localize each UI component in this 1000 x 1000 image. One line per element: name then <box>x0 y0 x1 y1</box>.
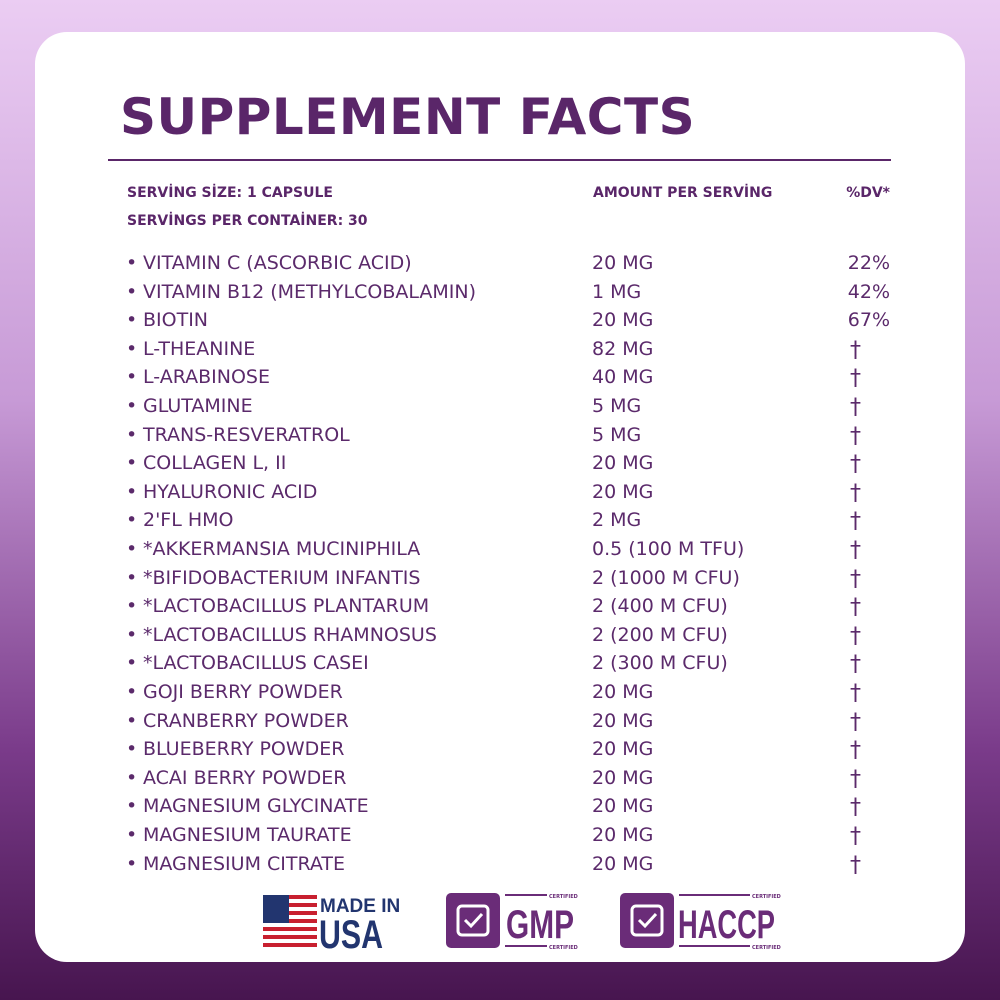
certified: CERTIFIED <box>549 894 578 900</box>
haccp-badge <box>620 893 750 948</box>
amount: 20 MG <box>592 824 654 846</box>
amount: 20 MG <box>592 738 654 761</box>
daily-value: † <box>850 566 861 592</box>
ingredient-name: *LACTOBACILLUS RHAMNOSUS <box>126 625 437 645</box>
gmp: GMP <box>506 903 574 947</box>
daily-value: † <box>850 766 861 792</box>
amount: 5 MG <box>592 395 642 417</box>
daily-value: † <box>850 538 861 563</box>
ingredient-name: ACAI BERRY POWDER <box>126 768 347 788</box>
amount: 20 MG <box>592 309 654 332</box>
haccp: HACCP <box>678 903 775 947</box>
amount: 2 (300 M CFU) <box>592 652 728 675</box>
certified: CERTIFIED <box>549 945 578 951</box>
amount: 20 MG <box>592 795 654 818</box>
daily-value: † <box>850 852 861 878</box>
amount: 2 (200 M CFU) <box>592 623 728 646</box>
certified: CERTIFIED <box>752 894 781 900</box>
amount: 20 MG <box>592 681 654 703</box>
ingredient-name: *AKKERMANSIA MUCINIPHILA <box>126 540 420 560</box>
amount: 20 MG <box>592 709 654 732</box>
amount: 20 MG <box>592 452 654 475</box>
ingredient-name: HYALURONIC ACID <box>126 482 317 502</box>
ingredient-name: MAGNESIUM TAURATE <box>126 826 352 846</box>
gmp-badge <box>446 893 547 948</box>
ingredient-name: BIOTIN <box>126 311 208 331</box>
ingredient-name: L-ARABINOSE <box>126 368 270 388</box>
ingredient-name: *LACTOBACILLUS CASEI <box>126 654 369 674</box>
amount: 40 MG <box>592 366 654 389</box>
daily-value: † <box>850 709 861 735</box>
daily-value: † <box>850 423 861 449</box>
badges: MADE IN USA CERTIFIED GMP CERTIFIED CERT… <box>263 893 781 957</box>
daily-value: † <box>850 623 861 649</box>
ingredient-name: L-THEANINE <box>126 339 255 359</box>
daily-value: † <box>850 480 861 506</box>
certified: CERTIFIED <box>752 945 781 951</box>
amount: 2 MG <box>592 509 642 532</box>
daily-value: 42% <box>847 280 890 303</box>
ingredient-name: VITAMIN B12 (METHYLCOBALAMIN) <box>126 282 476 302</box>
daily-value: † <box>850 595 861 621</box>
ingredient-name: 2'FL HMO <box>126 511 233 531</box>
amount-heading: AMOUNT PER SERVİNG <box>593 185 773 201</box>
amount: 2 (400 M CFU) <box>592 595 728 618</box>
amount: 20 MG <box>592 852 654 875</box>
amount: 20 MG <box>592 252 654 274</box>
facts-card: SUPPLEMENT FACTS SERVİNG SİZE: 1 CAPSULE… <box>35 32 965 962</box>
amount: 1 MG <box>592 280 642 303</box>
ingredient-name: VITAMIN C (ASCORBIC ACID) <box>126 254 412 274</box>
ingredient-name: COLLAGEN L, II <box>126 454 286 474</box>
daily-value: 67% <box>847 309 890 332</box>
daily-value: 22% <box>847 252 890 274</box>
daily-value: † <box>850 509 861 535</box>
usa-flag <box>263 895 317 947</box>
daily-value: † <box>850 795 861 821</box>
daily-value: † <box>850 452 861 478</box>
divider <box>108 159 891 161</box>
daily-value: † <box>850 652 861 678</box>
ingredient-name: BLUEBERRY POWDER <box>126 740 344 760</box>
amount: 2 (1000 M CFU) <box>592 566 740 589</box>
daily-value: † <box>850 738 861 764</box>
ingredient-name: MAGNESIUM CITRATE <box>126 854 345 874</box>
daily-value: † <box>850 824 861 849</box>
ingredient-name: CRANBERRY POWDER <box>126 711 349 731</box>
ingredient-name: MAGNESIUM GLYCINATE <box>126 797 369 817</box>
title: SUPPLEMENT FACTS <box>120 88 696 146</box>
amount: 20 MG <box>592 766 654 789</box>
usa: USA <box>319 913 383 957</box>
amount: 0.5 (100 M TFU) <box>592 538 745 560</box>
dv-heading: %DV* <box>846 185 890 201</box>
ingredient-name: *BIFIDOBACTERIUM INFANTIS <box>126 568 420 588</box>
ingredient-name: GLUTAMINE <box>126 397 253 417</box>
amount: 5 MG <box>592 423 642 446</box>
daily-value: † <box>850 337 861 363</box>
ingredient-name: *LACTOBACILLUS PLANTARUM <box>126 597 429 617</box>
amount: 20 MG <box>592 480 654 503</box>
ingredient-name: TRANS-RESVERATROL <box>126 425 350 445</box>
amount: 82 MG <box>592 337 654 360</box>
servings-per-container: SERVİNGS PER CONTAİNER: 30 <box>127 213 368 229</box>
serving-size: SERVİNG SİZE: 1 CAPSULE <box>127 185 333 201</box>
made-in: MADE IN <box>320 896 400 917</box>
daily-value: † <box>850 395 861 420</box>
ingredient-name: GOJI BERRY POWDER <box>126 683 343 703</box>
daily-value: † <box>850 681 861 706</box>
daily-value: † <box>850 366 861 392</box>
